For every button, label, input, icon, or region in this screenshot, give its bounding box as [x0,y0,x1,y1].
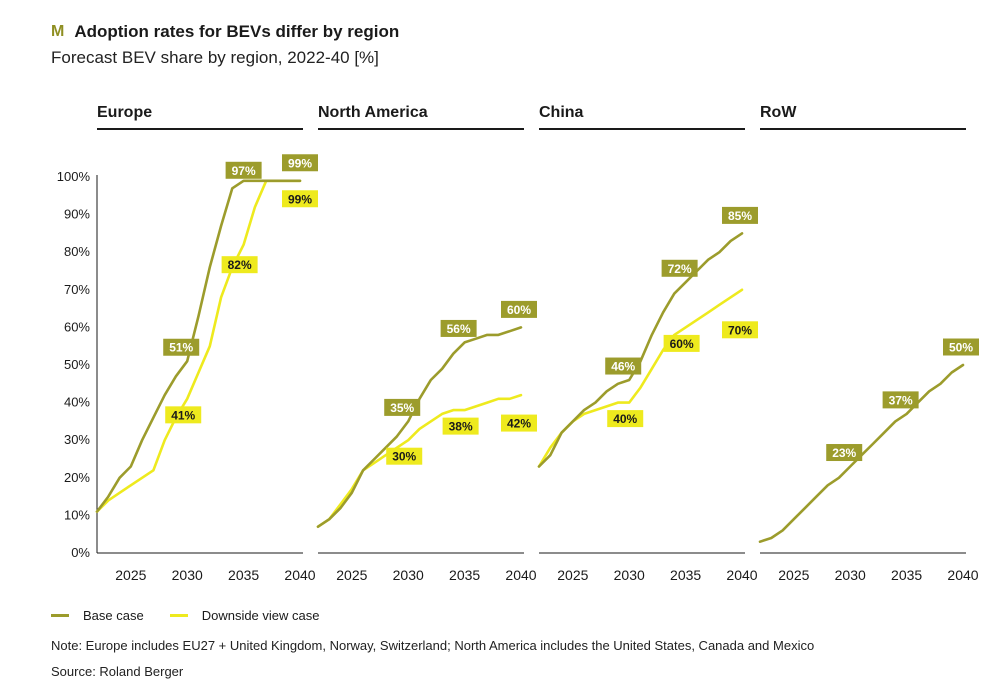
data-label-box-base [501,300,537,318]
data-label-box-base [722,206,758,224]
legend: Base case Downside view case [51,608,345,623]
data-label-box-base [943,338,979,356]
data-label: 60% [670,337,694,351]
data-label-box-downside [221,256,258,274]
title-row: M Adoption rates for BEVs differ by regi… [51,22,399,42]
x-tick-label: 2030 [835,567,866,583]
panel-title: Europe [97,104,152,121]
y-tick-label: 80% [64,244,90,259]
legend-item-downside: Downside view case [169,608,320,623]
y-tick-label: 40% [64,395,90,410]
data-label-box-base [605,357,642,375]
data-label: 40% [613,412,637,426]
y-tick-label: 50% [64,357,90,372]
series-line-base [537,232,744,468]
data-label: 97% [232,164,256,178]
x-tick-label: 2030 [393,567,424,583]
y-tick-label: 100% [57,169,91,184]
y-tick-label: 0% [71,545,90,560]
y-tick-label: 10% [64,507,90,522]
data-label: 51% [169,341,193,355]
y-tick-label: 30% [64,432,90,447]
legend-item-base: Base case [51,608,144,623]
data-label: 82% [228,258,252,272]
data-label: 35% [390,401,414,415]
data-label-box-downside [442,417,479,435]
data-label: 37% [889,393,913,407]
data-label: 56% [447,322,471,336]
x-tick-label: 2035 [891,567,922,583]
y-tick-label: 20% [64,470,90,485]
x-tick-label: 2025 [115,567,146,583]
data-label: 85% [728,209,752,223]
x-tick-label: 2035 [670,567,701,583]
panel-title: China [539,104,584,121]
series-line-downside [537,288,744,468]
data-label: 23% [832,446,856,460]
data-label: 50% [949,341,973,355]
data-label-box-base [163,338,200,356]
data-label: 99% [288,156,312,170]
panel-title: North America [318,104,428,121]
data-label-box-downside [607,410,644,428]
y-tick-label: 90% [64,207,90,222]
x-tick-label: 2035 [228,567,259,583]
legend-label-base: Base case [83,608,144,623]
data-label: 60% [507,303,531,317]
series-line-downside [316,393,523,529]
x-tick-label: 2030 [172,567,203,583]
x-tick-label: 2040 [505,567,536,583]
panel-title: RoW [760,104,797,121]
x-tick-label: 2035 [449,567,480,583]
data-label-box-base [882,391,919,409]
legend-swatch-downside [169,614,188,617]
data-label: 41% [171,408,195,422]
legend-label-downside: Downside view case [201,608,320,623]
y-tick-label: 70% [64,282,90,297]
chart-title: Adoption rates for BEVs differ by region [74,22,400,41]
series-line-base [316,326,523,529]
x-tick-label: 2025 [778,567,809,583]
x-tick-label: 2040 [726,567,757,583]
x-tick-label: 2025 [336,567,367,583]
data-label: 42% [507,417,531,431]
data-label-box-base [225,161,262,179]
data-label-box-downside [722,321,758,339]
series-line-base [95,179,302,513]
data-label-box-base [440,319,477,337]
data-label: 30% [392,450,416,464]
data-label: 46% [611,360,635,374]
x-tick-label: 2040 [947,567,978,583]
footnote: Note: Europe includes EU27 + United King… [51,638,815,653]
brand-mark: M [51,23,65,40]
data-label: 99% [288,192,312,206]
data-label-box-downside [501,414,537,432]
data-label-box-downside [165,406,202,424]
data-label-box-downside [663,334,700,352]
data-label-box-downside [386,447,423,465]
data-label: 72% [668,262,692,276]
x-tick-label: 2025 [557,567,588,583]
data-label-box-base [826,444,863,462]
chart-header: M Adoption rates for BEVs differ by regi… [51,22,399,68]
chart-subtitle: Forecast BEV share by region, 2022-40 [%… [51,48,379,67]
x-tick-label: 2040 [284,567,315,583]
y-tick-label: 60% [64,319,90,334]
data-label-box-base [282,154,318,172]
data-label-box-base [384,398,421,416]
data-label: 38% [449,420,473,434]
legend-swatch-base [51,614,69,617]
source-line: Source: Roland Berger [51,664,184,679]
data-label-box-base [661,259,698,277]
x-tick-label: 2030 [614,567,645,583]
data-label-box-downside [282,190,318,208]
data-label: 70% [728,323,752,337]
